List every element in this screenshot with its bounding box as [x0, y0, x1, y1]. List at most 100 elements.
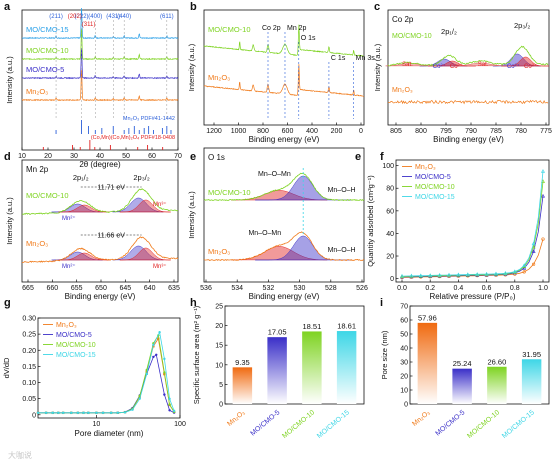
mn2p-annotation: Mn³⁺: [153, 201, 167, 208]
panel-i-bar: [452, 368, 472, 404]
panel-f-x-tick-label: 0.0: [397, 285, 407, 292]
mn2p-component: [112, 197, 164, 213]
panel-f-y-tick-label: 0: [390, 276, 394, 283]
panel-d-x-tick-label: 640: [144, 285, 156, 292]
isotherm-point: [540, 193, 546, 198]
panel-i-y-tick-label: 30: [400, 360, 408, 367]
psd-point: [163, 357, 166, 361]
psd-point: [145, 372, 148, 376]
panel-a-x-tick-label: 50: [122, 153, 130, 160]
panel-b-frame: [203, 9, 365, 126]
panel-h-y-tick-label: 5: [219, 382, 223, 389]
legend-entry: MO/CMO-10: [56, 342, 96, 349]
panel-a-x-tick-label: 20: [44, 153, 52, 160]
panel-g-x-tick-label: 100: [174, 421, 186, 428]
hkl-label: (211): [49, 14, 63, 20]
o1s-annotation: Mn–O–Mn: [248, 230, 281, 237]
panel-g-y-tick-label: 0.15: [22, 364, 36, 371]
xrd-series-label: MO/CMO-10: [26, 46, 69, 55]
mn2p-series-1: [21, 236, 179, 263]
hkl-label: (222): [75, 14, 89, 20]
panel-f-y-tick-label: 80: [386, 186, 394, 193]
psd-point: [152, 343, 155, 347]
mn2p-annotation: 2p₁/₂: [73, 173, 89, 182]
panel-f-y-tick-label: 60: [386, 208, 394, 215]
co2p-annotation: Co²⁺: [433, 63, 446, 70]
o1s-series-1: [203, 231, 365, 262]
panel-h-value-label: 17.05: [268, 328, 287, 337]
watermark: 大咖说: [8, 450, 32, 460]
mn2p-component: [58, 252, 110, 261]
co2p-series-cmo10: [387, 45, 549, 67]
panel-d-title: Mn 2p: [26, 165, 49, 174]
panel-g-ylabel: dV/dD: [2, 357, 11, 378]
psd-point: [95, 411, 98, 415]
panel-h-category-label: MO/CMO-10: [281, 409, 316, 440]
isotherm-point: [493, 271, 499, 276]
panel-i-y-tick-label: 40: [400, 346, 408, 353]
panel-e-frame: [203, 147, 365, 283]
isotherm-point: [428, 273, 433, 277]
panel-g-y-tick-label: 0.10: [22, 380, 36, 387]
isotherm-point: [465, 272, 470, 276]
xrd-series-2: [21, 48, 179, 80]
o1s-annotation: Mn–O–Mn: [258, 171, 291, 178]
panel-e-x-tick-label: 536: [200, 285, 212, 292]
panel-i-value-label: 57.96: [418, 313, 437, 322]
panel-h-value-label: 18.61: [337, 322, 356, 331]
panel-a-x-tick-label: 10: [18, 153, 26, 160]
panel-h-bar: [232, 367, 253, 404]
isotherm-point: [409, 273, 414, 278]
isotherm-point: [540, 169, 546, 173]
isotherm-line-0: [401, 238, 544, 278]
isotherm-point: [531, 249, 536, 253]
xrd-series-label: MO/CMO-5: [26, 65, 64, 74]
panel-h-category-label: Mn₂O₃: [226, 409, 246, 428]
psd-point: [70, 411, 73, 415]
hkl-label: (202): [68, 14, 82, 20]
panel-h-value-label: 9.35: [235, 358, 250, 367]
survey-peak-label: O 1s: [301, 35, 316, 42]
panel-e-x-tick-label: 530: [294, 285, 306, 292]
panel-i-y-tick-label: 60: [400, 318, 408, 325]
panel-e-letter: e: [190, 151, 196, 163]
mn2p-component: [119, 199, 171, 213]
isotherm-point: [531, 262, 536, 266]
mn2p-annotation: Mn²⁺: [62, 215, 76, 222]
psd-point: [138, 397, 141, 400]
panel-h-y-tick-label: 15: [215, 343, 223, 350]
panel-i-y-tick-label: 70: [400, 304, 408, 311]
co2p-annotation: 2p₃/₂: [514, 21, 530, 30]
ref-label-mn2o3: Mn₂O₃ PDF#41-1442: [123, 116, 175, 122]
mn2p-series-label: Mn₂O₃: [26, 239, 48, 248]
survey-series-label: Mn₂O₃: [208, 73, 230, 82]
ref-label-cmo: (Co,Mn)(Co,Mn)₂O₄ PDF#18-0408: [91, 135, 175, 141]
psd-point: [131, 408, 134, 411]
panel-i-ylabel: Pore size (nm): [380, 330, 389, 379]
mn2p-series-label: MO/CMO-10: [26, 191, 69, 200]
xrd-series-0: [22, 7, 178, 40]
panel-i-value-label: 25.24: [453, 359, 472, 368]
panel-c-x-tick-label: 805: [390, 128, 402, 135]
panel-c-letter: c: [374, 1, 380, 13]
panel-e-x-tick-label: 528: [325, 285, 337, 292]
o1s-series-0: [203, 172, 365, 201]
panel-c-x-tick-label: 790: [465, 128, 477, 135]
panel-b-x-tick-label: 400: [306, 128, 318, 135]
mn2p-component: [119, 247, 171, 261]
panel-i-category-label: Mn₂O₃: [411, 409, 431, 428]
psd-point: [157, 337, 160, 340]
panel-e-x-tick-label: 534: [231, 285, 243, 292]
o1s-annotation: Mn–O–H: [328, 247, 356, 254]
survey-series-1: [203, 64, 365, 97]
legend-entry: MO/CMO-15: [415, 194, 455, 201]
mn2p-annotation: Mn²⁺: [62, 263, 76, 270]
panel-a-x-tick-label: 30: [70, 153, 78, 160]
isotherm-point: [456, 272, 461, 277]
isotherm-point: [484, 271, 489, 276]
panel-e-ylabel: Intensity (a.u.): [187, 191, 196, 239]
survey-peak-label: Mn 3s: [356, 55, 376, 62]
panel-c-title: Co 2p: [392, 15, 414, 24]
panel-b-letter: b: [190, 1, 197, 13]
hkl-label: (311): [82, 22, 96, 28]
